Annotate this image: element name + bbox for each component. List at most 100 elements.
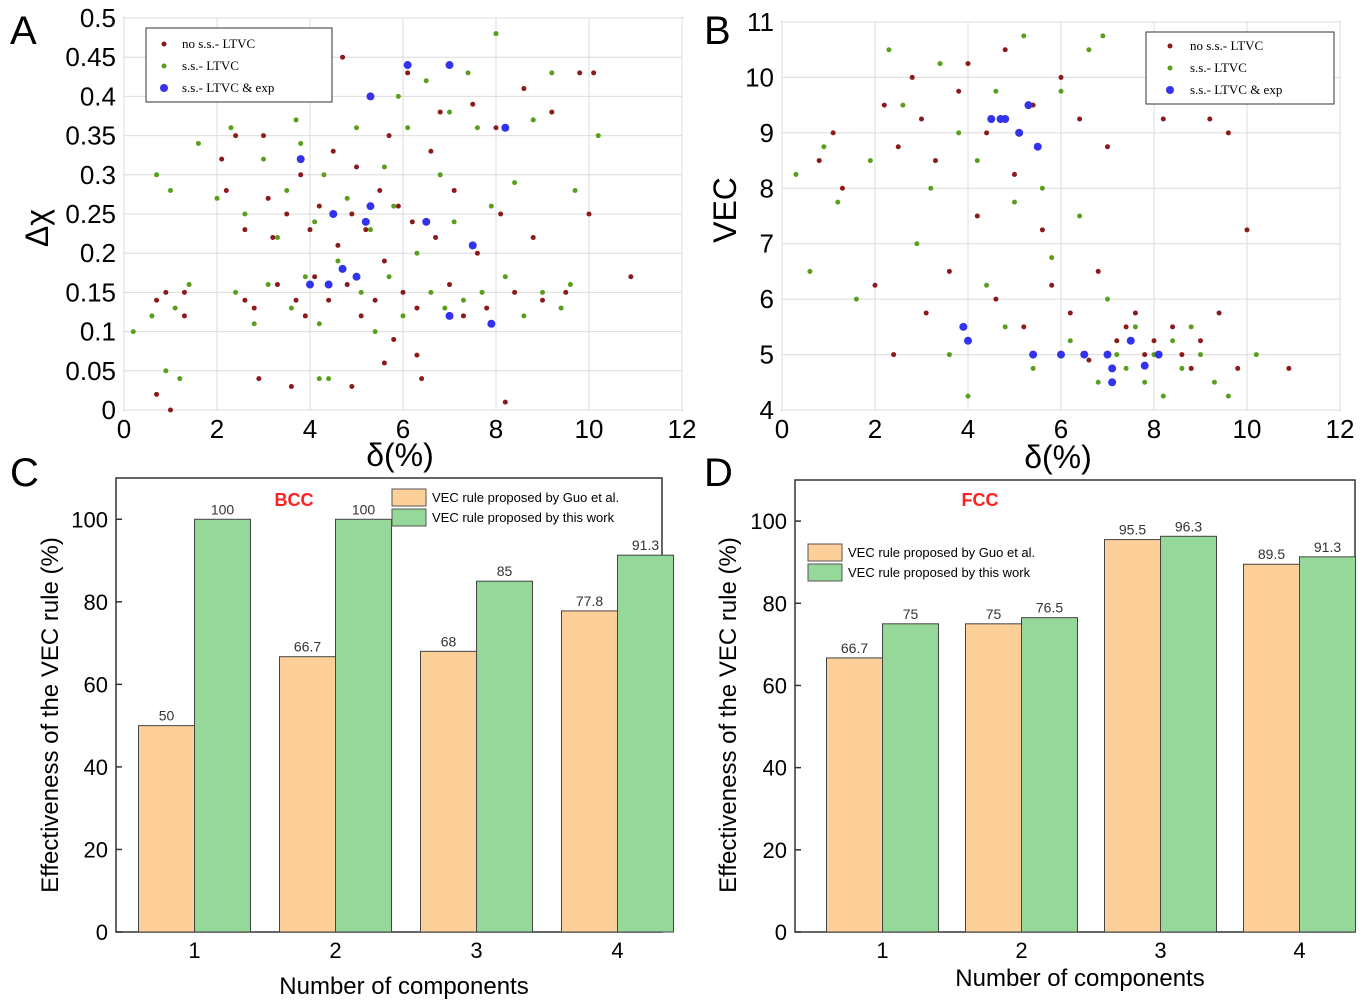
x-tick-label-c: 4 — [611, 938, 623, 963]
data-point-a-series-2 — [405, 125, 411, 131]
data-point-b-series-2 — [1211, 379, 1217, 385]
legend-a-item-2: s.s.- LTVC — [182, 58, 239, 73]
data-point-b-series-1 — [1105, 144, 1110, 150]
y-tick-label-c: 20 — [84, 837, 108, 862]
legend-a-box — [145, 27, 333, 103]
data-point-b-series-2 — [1105, 296, 1110, 302]
data-point-a-series-1 — [447, 282, 452, 288]
data-point-a-series-1 — [540, 297, 545, 303]
data-point-a-series-3 — [445, 61, 454, 70]
data-point-b-series-2 — [1160, 393, 1166, 399]
data-point-b-series-3 — [1080, 350, 1089, 359]
data-point-b-series-2 — [1188, 324, 1194, 330]
y-tick-label-b: 7 — [760, 229, 774, 259]
y-tick-label-a: 0.2 — [80, 238, 116, 268]
data-point-a-series-1 — [270, 235, 276, 241]
data-point-a-series-2 — [354, 125, 359, 131]
data-point-a-series-2 — [284, 187, 290, 193]
data-point-b-series-2 — [946, 352, 952, 358]
x-axis-label-c: Number of components — [279, 973, 528, 1000]
bar-value-label-c: 85 — [497, 563, 513, 579]
data-point-b-series-1 — [946, 268, 952, 274]
data-point-b-series-2 — [974, 158, 980, 164]
legend-a-item-1: no s.s.- LTVC — [182, 36, 255, 51]
data-point-a-series-1 — [284, 211, 290, 217]
data-point-a-series-2 — [428, 289, 434, 295]
data-point-a-series-2 — [488, 203, 494, 209]
x-tick-label-d: 3 — [1154, 938, 1166, 963]
data-point-a-series-1 — [349, 383, 355, 389]
data-point-b-series-1 — [932, 158, 938, 164]
y-tick-label-b: 9 — [760, 118, 774, 148]
legend-d: VEC rule proposed by Guo et al. VEC rule… — [807, 543, 1035, 582]
y-tick-label-b: 4 — [760, 395, 774, 425]
data-point-b-series-1 — [1286, 365, 1292, 371]
data-point-a-series-1 — [498, 211, 504, 217]
bars-d: 66.7 75 75 76.5 95.5 96.3 89.5 91.3 — [826, 518, 1356, 933]
data-point-a-series-1 — [163, 289, 169, 295]
data-point-b-series-1 — [1049, 282, 1055, 288]
data-point-b-series-2 — [993, 88, 999, 94]
data-point-a-series-2 — [326, 376, 332, 382]
data-point-a-series-2 — [186, 282, 192, 288]
data-point-a-series-2 — [595, 133, 601, 139]
data-point-a-series-1 — [414, 352, 420, 358]
legend-b: no s.s.- LTVC s.s.- LTVC s.s.- LTVC & ex… — [1145, 31, 1335, 105]
data-point-a-series-3 — [361, 217, 370, 226]
data-point-a-series-1 — [437, 109, 443, 115]
data-point-a-series-1 — [628, 274, 634, 280]
data-point-b-series-1 — [1067, 310, 1073, 316]
data-point-a-series-2 — [358, 289, 364, 295]
data-point-a-series-2 — [479, 289, 485, 295]
data-point-a-series-3 — [487, 319, 496, 328]
data-point-a-series-2 — [423, 78, 429, 84]
data-point-a-series-1 — [265, 195, 271, 201]
data-point-b-series-2 — [1114, 352, 1120, 358]
data-point-b-series-1 — [839, 185, 845, 191]
data-point-b-series-2 — [1002, 324, 1008, 330]
legend-a-marker-1 — [161, 41, 167, 47]
data-point-a-series-2 — [251, 321, 257, 327]
data-point-b-series-3 — [1057, 350, 1065, 359]
data-point-a-series-1 — [233, 133, 239, 139]
data-point-b-series-1 — [909, 74, 915, 80]
bar-c-series-1 — [279, 656, 336, 933]
data-point-a-series-2 — [321, 172, 327, 178]
data-point-a-series-1 — [154, 297, 160, 303]
data-point-a-series-2 — [335, 258, 341, 264]
data-point-a-series-2 — [316, 376, 322, 382]
data-point-b-series-1 — [1198, 338, 1203, 344]
data-point-b-series-1 — [1021, 324, 1027, 330]
legend-c: VEC rule proposed by Guo et al. VEC rule… — [391, 488, 619, 527]
data-point-a-series-2 — [293, 117, 299, 123]
data-point-a-series-1 — [344, 282, 350, 288]
data-point-b-series-1 — [1095, 268, 1101, 274]
data-point-a-series-1 — [261, 133, 266, 139]
data-point-a-series-2 — [549, 70, 555, 76]
data-point-b-series-1 — [956, 88, 962, 94]
data-point-a-series-2 — [168, 187, 173, 193]
data-point-a-series-2 — [395, 93, 401, 99]
x-axis-label-d: Number of components — [955, 965, 1204, 992]
data-point-a-series-1 — [354, 164, 359, 170]
data-point-b-series-1 — [1114, 338, 1120, 344]
data-point-a-series-1 — [326, 297, 332, 303]
data-point-b-series-1 — [1225, 130, 1231, 136]
y-tick-label-a: 0.1 — [80, 317, 116, 347]
data-point-a-series-1 — [168, 407, 173, 413]
data-point-a-series-2 — [163, 368, 169, 374]
data-point-a-series-1 — [154, 391, 160, 397]
bar-c-series-1 — [138, 725, 195, 933]
data-point-a-series-3 — [403, 61, 412, 70]
data-point-a-series-1 — [349, 211, 355, 217]
data-point-b-series-1 — [993, 296, 999, 302]
data-point-a-series-1 — [395, 203, 401, 209]
bar-d-series-1 — [1243, 563, 1300, 933]
data-point-b-series-2 — [1067, 338, 1073, 344]
data-point-b-series-2 — [1012, 199, 1017, 205]
x-tick-label-c: 3 — [470, 938, 482, 963]
data-point-b-series-3 — [959, 322, 968, 331]
legend-b-item-3: s.s.- LTVC & exp — [1190, 82, 1282, 97]
data-point-b-series-1 — [1058, 74, 1064, 80]
points-a — [130, 31, 634, 413]
